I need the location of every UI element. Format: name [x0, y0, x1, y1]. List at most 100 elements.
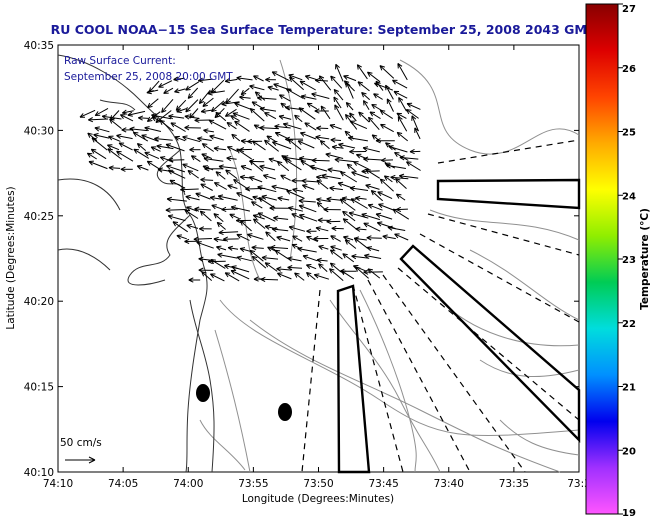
- current-vector: [342, 218, 357, 230]
- current-vector: [329, 262, 341, 272]
- current-vector: [315, 77, 328, 84]
- current-vector: [277, 272, 292, 280]
- current-vector: [225, 88, 239, 104]
- current-vector: [333, 88, 344, 101]
- current-vector: [257, 185, 277, 193]
- current-vector: [176, 234, 187, 240]
- current-vector: [370, 190, 384, 202]
- scale-label: 50 cm/s: [60, 437, 102, 449]
- current-vector: [397, 116, 408, 132]
- current-vector: [309, 164, 328, 172]
- current-vector: [88, 117, 109, 123]
- current-vector: [300, 131, 317, 140]
- current-vector: [141, 134, 159, 142]
- current-vector: [272, 141, 292, 150]
- current-vector: [278, 114, 292, 120]
- colorbar: [585, 3, 619, 515]
- current-vector: [230, 205, 251, 212]
- current-vector: [94, 107, 109, 116]
- current-vector: [335, 63, 344, 82]
- current-vector: [326, 196, 343, 202]
- current-vector: [261, 194, 277, 201]
- current-vector: [269, 205, 290, 211]
- current-vector: [349, 120, 368, 130]
- colorbar-tick-label: 23: [622, 255, 636, 266]
- plot-content: Raw Surface Current: September 25, 2008 …: [57, 54, 581, 474]
- current-vector: [329, 124, 342, 130]
- x-axis-label: Longitude (Degrees:Minutes): [242, 493, 394, 505]
- current-vector: [132, 131, 149, 142]
- current-vector: [273, 215, 289, 221]
- current-vector: [169, 179, 186, 189]
- current-vector: [311, 157, 330, 164]
- current-vector: [291, 213, 305, 220]
- current-vector: [213, 236, 226, 243]
- current-vector: [323, 206, 341, 213]
- current-vector: [271, 184, 289, 191]
- current-vector: [378, 203, 396, 212]
- current-vector: [374, 82, 393, 91]
- current-vector: [292, 187, 304, 193]
- current-vector: [260, 276, 279, 283]
- current-vector: [264, 112, 277, 120]
- colorbar-tick-label: 27: [622, 4, 636, 15]
- current-vector: [333, 96, 342, 109]
- current-vector: [392, 208, 410, 220]
- current-vector: [163, 87, 174, 94]
- current-vector: [349, 112, 357, 122]
- current-vector: [235, 217, 252, 224]
- current-vector: [252, 214, 265, 220]
- current-vector: [319, 140, 330, 150]
- current-vector: [167, 214, 186, 222]
- current-vector: [253, 218, 266, 229]
- current-vector: [226, 122, 237, 130]
- current-vector: [249, 176, 263, 183]
- current-vector: [357, 81, 370, 92]
- x-axis: 74:10 74:05 74:00 73:55 73:50 73:45 73:40 73:35…: [43, 45, 591, 490]
- annotation-line-1: Raw Surface Current:: [64, 55, 176, 67]
- current-vector: [394, 233, 409, 241]
- current-vector: [271, 226, 289, 233]
- current-vector: [349, 149, 367, 155]
- current-vector: [264, 262, 278, 272]
- current-vector: [151, 113, 172, 120]
- current-vector: [147, 98, 159, 109]
- current-vector: [174, 88, 186, 94]
- current-vector: [292, 235, 303, 242]
- current-vector: [174, 135, 186, 142]
- current-vector: [381, 157, 394, 163]
- current-vector: [209, 134, 224, 141]
- current-vector: [361, 92, 371, 101]
- current-vector: [225, 169, 238, 179]
- current-vector: [366, 235, 382, 241]
- current-vector: [173, 76, 185, 82]
- x-tick-label: 73:35: [499, 478, 529, 490]
- current-vector: [107, 144, 120, 151]
- current-vector: [267, 85, 279, 91]
- current-vector: [288, 225, 306, 232]
- current-vector: [398, 97, 407, 112]
- current-vector: [287, 256, 302, 262]
- x-tick-label: 73:40: [434, 478, 464, 490]
- current-vector: [379, 109, 393, 120]
- current-vector: [227, 146, 238, 152]
- current-vector: [107, 148, 123, 160]
- current-vector: [249, 84, 265, 91]
- current-vector: [299, 80, 316, 91]
- current-vector: [315, 134, 330, 141]
- current-vector: [249, 249, 264, 262]
- current-vector: [187, 87, 199, 99]
- current-vector: [249, 108, 265, 122]
- current-vector: [232, 112, 250, 120]
- current-vector: [306, 264, 317, 270]
- current-vector: [343, 235, 354, 241]
- current-vector: [399, 173, 419, 179]
- current-vector: [317, 217, 329, 223]
- current-vector: [376, 221, 396, 230]
- current-vector: [369, 111, 381, 120]
- current-vector: [170, 122, 186, 132]
- current-vector: [367, 203, 383, 211]
- current-vector: [318, 244, 329, 250]
- current-vector: [101, 114, 122, 120]
